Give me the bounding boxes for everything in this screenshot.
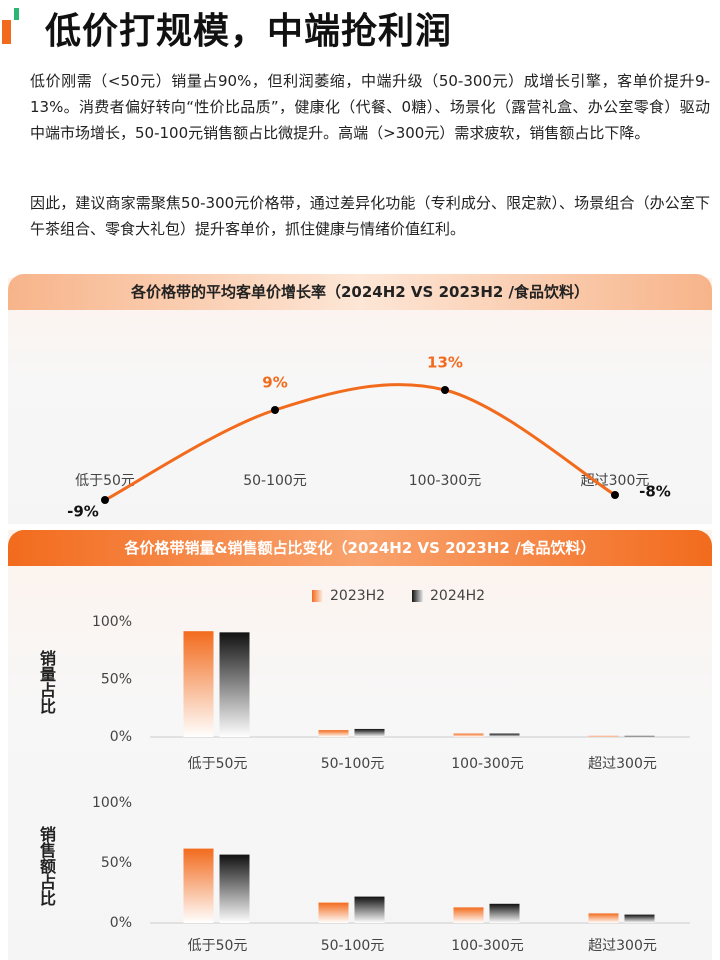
chart-panel [8,278,712,524]
chart-title: 各价格带销量&销售额占比变化（2024H2 VS 2023H2 /食品饮料） [8,530,712,566]
point [611,491,619,499]
y-tick-label: 0% [110,915,132,931]
bar [354,896,385,923]
bar [489,733,520,737]
bar [453,907,484,923]
x-tick-label: 低于50元 [75,473,135,489]
bar [219,632,250,737]
bar [354,728,385,737]
legend-swatch [412,590,424,602]
x-tick-label: 50-100元 [321,756,385,772]
point [271,406,279,414]
page-title: 低价打规模，中端抢利润 [45,11,453,52]
bar [624,735,655,737]
y-axis-label: 销量占比 [37,650,56,714]
bar [624,914,655,923]
bar [453,733,484,737]
x-tick-label: 低于50元 [188,938,248,954]
bar [183,631,214,737]
data-label: -9% [67,503,99,521]
y-axis-label: 销售额占比 [37,826,56,906]
y-tick-label: 100% [92,614,132,630]
data-label: -8% [639,483,671,501]
line [104,383,616,502]
bar [489,903,520,923]
paragraph: 低价刚需（<50元）销量占90%，但利润萎缩，中端升级（50-300元）成增长引… [30,72,710,142]
x-tick-label: 100-300元 [409,473,482,489]
legend-label: 2024H2 [430,588,485,604]
bar [588,913,619,923]
x-tick-label: 超过300元 [588,938,657,954]
point [441,386,449,394]
y-tick-label: 50% [101,855,132,871]
y-tick-label: 100% [92,795,132,811]
y-tick-label: 0% [110,729,132,745]
x-tick-label: 低于50元 [188,756,248,772]
title-icon [2,20,11,44]
bar [183,848,214,923]
data-label: 13% [427,354,463,372]
legend-label: 2023H2 [330,588,385,604]
x-tick-label: 超过300元 [588,756,657,772]
point [101,496,109,504]
y-tick-label: 50% [101,672,132,688]
bar [318,730,349,737]
legend-swatch [312,590,324,602]
paragraph: 因此，建议商家需聚焦50-300元价格带，通过差异化功能（专利成分、限定款）、场… [30,194,710,238]
data-label: 9% [262,374,287,392]
x-tick-label: 50-100元 [321,938,385,954]
bar [219,854,250,923]
bar [588,735,619,737]
title-icon [14,8,19,20]
x-tick-label: 50-100元 [243,473,307,489]
x-tick-label: 超过300元 [581,473,650,489]
x-tick-label: 100-300元 [451,756,524,772]
chart-panel [8,530,712,960]
chart-title: 各价格带的平均客单价增长率（2024H2 VS 2023H2 /食品饮料） [8,274,712,310]
x-tick-label: 100-300元 [451,938,524,954]
bar [318,902,349,923]
